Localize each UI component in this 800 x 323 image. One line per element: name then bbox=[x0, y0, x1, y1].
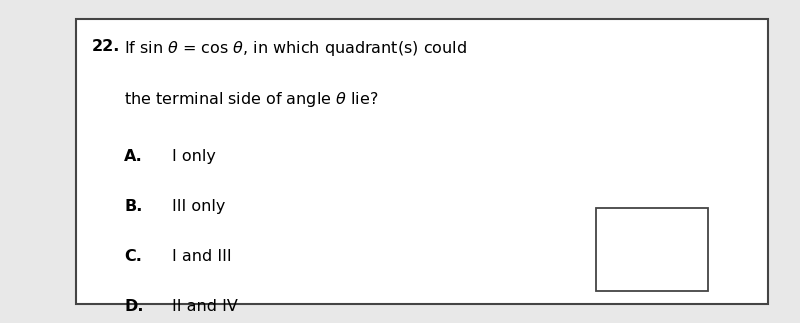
Text: I and III: I and III bbox=[172, 249, 232, 264]
Text: I only: I only bbox=[172, 149, 216, 163]
Text: III only: III only bbox=[172, 199, 226, 214]
Text: A.: A. bbox=[124, 149, 142, 163]
Text: the terminal side of angle $\theta$ lie?: the terminal side of angle $\theta$ lie? bbox=[124, 90, 378, 109]
Text: If sin $\theta$ = cos $\theta$, in which quadrant(s) could: If sin $\theta$ = cos $\theta$, in which… bbox=[124, 39, 467, 58]
FancyBboxPatch shape bbox=[76, 19, 768, 304]
Text: D.: D. bbox=[124, 299, 143, 314]
Text: II and IV: II and IV bbox=[172, 299, 238, 314]
Text: 22.: 22. bbox=[92, 39, 120, 54]
Text: B.: B. bbox=[124, 199, 142, 214]
Text: C.: C. bbox=[124, 249, 142, 264]
FancyBboxPatch shape bbox=[596, 208, 708, 291]
